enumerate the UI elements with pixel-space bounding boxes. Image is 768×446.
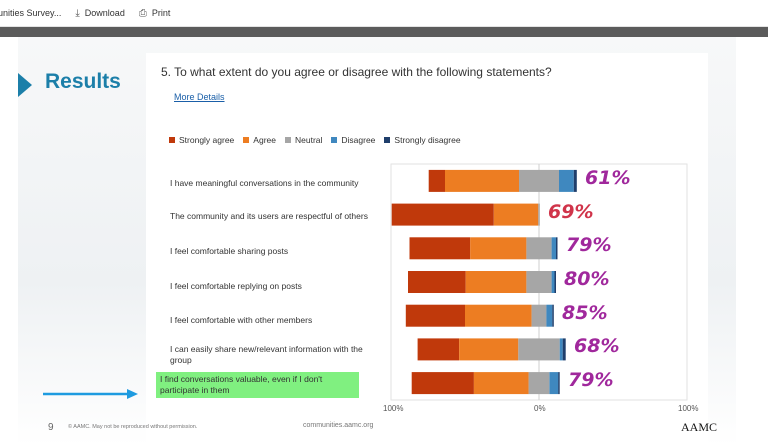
row-label: I feel comfortable replying on posts [170, 281, 302, 291]
agree-percent-label: 80% [564, 268, 610, 290]
bar-segment-disagree [551, 237, 556, 260]
bar-segment-strongly-agree [405, 304, 465, 327]
agree-percent-label: 68% [574, 335, 620, 357]
survey-card: 5. To what extent do you agree or disagr… [146, 53, 708, 446]
x-tick-label: 100% [678, 404, 699, 413]
slide: Results 5. To what extent do you agree o… [18, 37, 736, 446]
bar-segment-agree [473, 372, 529, 395]
highlight-arrow-icon [43, 389, 138, 399]
bar-segment-disagree [551, 271, 555, 293]
row-label: The community and its users are respectf… [170, 211, 368, 221]
bar-segment-agree [459, 338, 519, 361]
bar-segment-neutral [531, 304, 547, 327]
bar-segment-strongly-disagree [554, 271, 556, 293]
bar-segment-agree [493, 203, 539, 226]
bar-segment-strongly-disagree [573, 169, 577, 192]
agree-percent-label: 79% [568, 369, 614, 391]
bar-segment-strongly-agree [391, 203, 494, 226]
legend-item-strongly-disagree: Strongly disagree [384, 135, 461, 145]
bar-segment-agree [445, 169, 519, 192]
x-tick-label: 0% [534, 404, 546, 413]
bar-segment-strongly-agree [411, 372, 474, 395]
bar-segment-agree [470, 237, 527, 260]
bar-segment-strongly-disagree [562, 338, 566, 361]
title-arrow-icon [18, 73, 32, 97]
bar-segment-neutral [526, 237, 552, 260]
diverging-bar-chart [390, 163, 688, 401]
footer-url: communities.aamc.org [303, 422, 374, 429]
bar-segment-agree [465, 304, 532, 327]
download-label: Download [84, 8, 125, 18]
row-label: I feel comfortable sharing posts [170, 246, 289, 256]
bar-segment-strongly-agree [428, 169, 445, 192]
bar-segment-strongly-disagree [556, 237, 558, 260]
legend-item-agree: Agree [243, 135, 276, 145]
legend-item-disagree: Disagree [331, 135, 375, 145]
more-details-link[interactable]: More Details [174, 92, 225, 102]
row-label: I have meaningful conversations in the c… [170, 178, 359, 188]
legend-item-neutral: Neutral [284, 135, 322, 145]
bar-segment-disagree [559, 169, 574, 192]
agree-percent-label: 69% [548, 201, 594, 223]
agree-percent-label: 79% [566, 234, 612, 256]
bar-segment-neutral [518, 338, 560, 361]
bar-segment-strongly-agree [409, 237, 471, 260]
legend-item-strongly-agree: Strongly agree [169, 135, 234, 145]
bar-segment-agree [465, 271, 527, 293]
bar-segment-disagree [546, 304, 553, 327]
agree-percent-label: 61% [585, 167, 631, 189]
slide-title: Results [45, 70, 121, 93]
download-button[interactable]: ⤓ Download [75, 8, 124, 19]
bar-segment-neutral [538, 203, 540, 226]
x-tick-label: 100% [383, 404, 404, 413]
bar-segment-disagree [549, 372, 559, 395]
bar-segment-disagree [559, 338, 563, 361]
bar-segment-neutral [526, 271, 552, 293]
viewer-toolbar: unities Survey... ⤓ Download ⎙ Print [0, 0, 768, 27]
bar-segment-neutral [528, 372, 550, 395]
bar-segment-neutral [519, 169, 559, 192]
bar-segment-strongly-disagree [552, 304, 554, 327]
copyright-text: © AAMC. May not be reproduced without pe… [68, 424, 198, 430]
print-label: Print [151, 8, 171, 18]
viewer-margin-right [736, 37, 768, 446]
page-number: 9 [48, 422, 54, 433]
row-label: I can easily share new/relevant informat… [170, 344, 363, 365]
bar-segment-strongly-agree [408, 271, 466, 293]
printer-icon: ⎙ [138, 7, 147, 19]
print-button[interactable]: ⎙ Print [139, 8, 171, 19]
chart-legend: Strongly agree Agree Neutral Disagree St… [169, 135, 470, 145]
download-icon: ⤓ [75, 7, 80, 19]
bar-segment-strongly-agree [417, 338, 459, 361]
bar-segment-strongly-disagree [558, 372, 560, 395]
aamc-logo: AAMC [681, 420, 718, 434]
question-text: 5. To what extent do you agree or disagr… [161, 65, 552, 79]
row-label: I feel comfortable with other members [170, 315, 313, 325]
row-label-highlighted: I find conversations valuable, even if I… [156, 372, 359, 398]
agree-percent-label: 85% [562, 302, 608, 324]
viewer-margin-left [0, 37, 18, 446]
document-title: unities Survey... [0, 8, 62, 18]
